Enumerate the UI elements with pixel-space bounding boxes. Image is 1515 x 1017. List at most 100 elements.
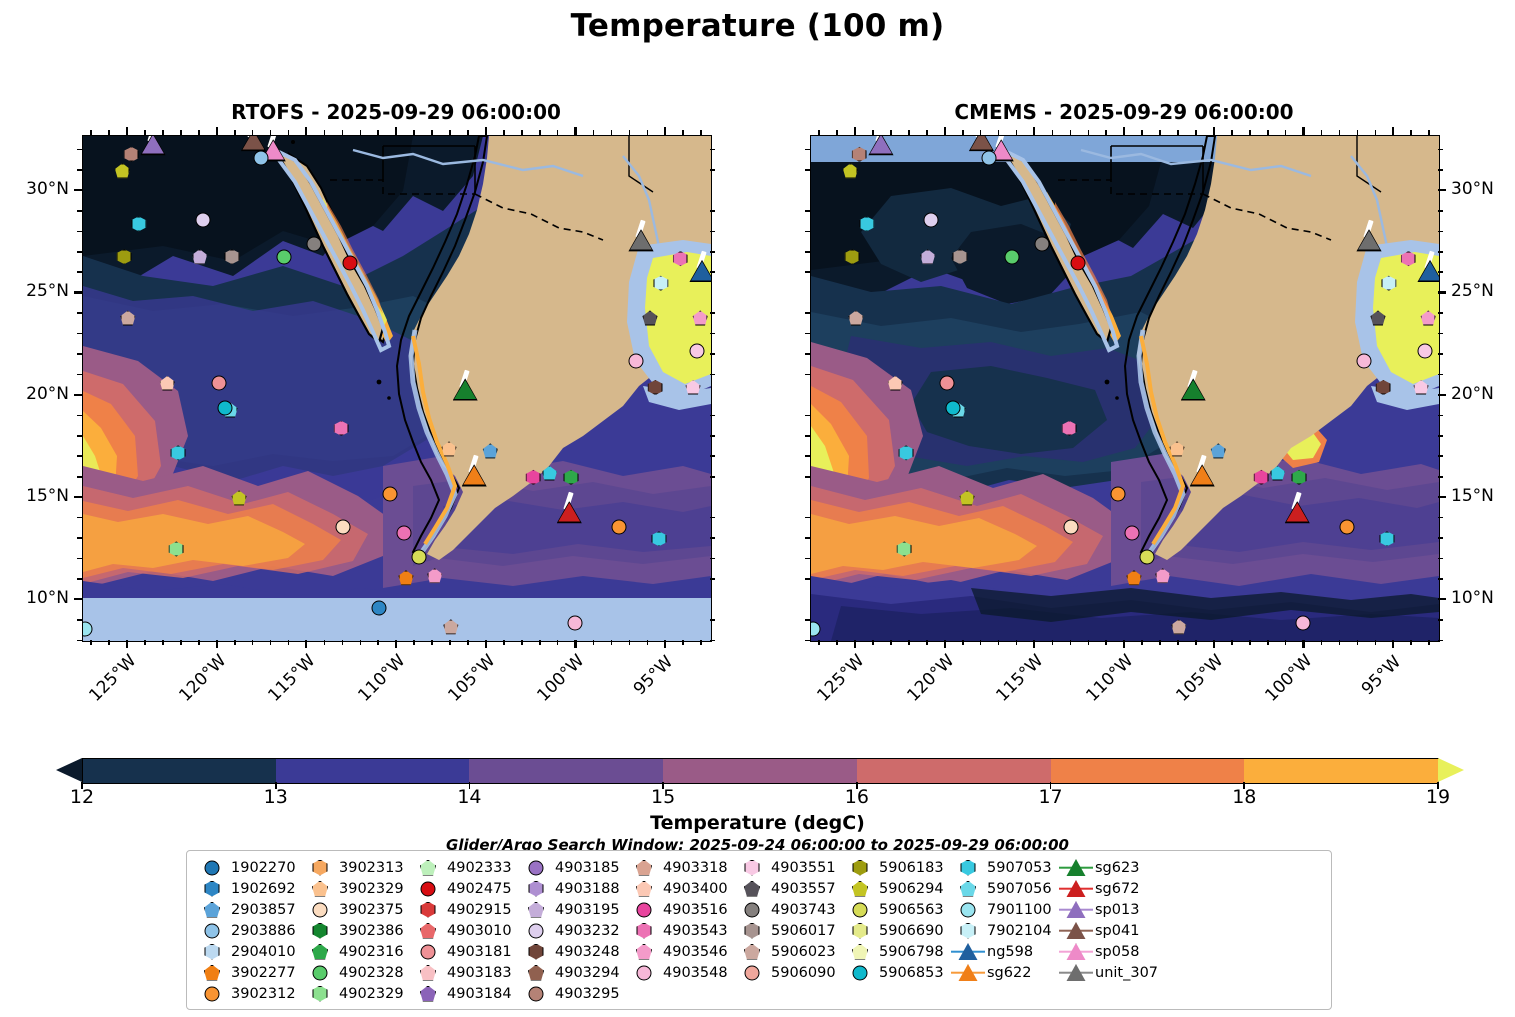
legend-item-5906853[interactable]: 5906853 (843, 962, 951, 983)
map-marker-7901100[interactable] (83, 621, 93, 637)
legend-item-4903543[interactable]: 4903543 (627, 920, 735, 941)
map-marker-4903181[interactable] (211, 375, 227, 391)
map-marker-7902104[interactable] (1381, 275, 1397, 291)
legend-item-4902316[interactable]: 4902316 (303, 941, 411, 962)
legend-item-5906798[interactable]: 5906798 (843, 941, 951, 962)
map-marker-4902475[interactable] (1070, 255, 1086, 271)
legend-item-5906183[interactable]: 5906183 (843, 857, 951, 878)
legend-item-5907053[interactable]: 5907053 (951, 857, 1059, 878)
map-marker-sg622[interactable] (1189, 464, 1215, 487)
legend-item-5906690[interactable]: 5906690 (843, 920, 951, 941)
map-marker-4903543[interactable] (1400, 251, 1416, 267)
map-marker-sg672[interactable] (556, 501, 582, 524)
legend-item-5906023[interactable]: 5906023 (735, 941, 843, 962)
legend-item-3902312[interactable]: 3902312 (195, 983, 303, 1004)
map-marker-5906690[interactable] (896, 541, 912, 557)
legend-item-4903546[interactable]: 4903546 (627, 941, 735, 962)
map-marker-4903546b[interactable] (1155, 568, 1171, 584)
legend-item-4902333[interactable]: 4902333 (411, 857, 519, 878)
map-marker-4902475[interactable] (342, 255, 358, 271)
map-marker-4903195[interactable] (192, 249, 208, 265)
map-marker-5907053b[interactable] (170, 445, 186, 461)
map-marker-7902104[interactable] (653, 275, 669, 291)
legend-item-2903886[interactable]: 2903886 (195, 920, 303, 941)
legend-item-4903188[interactable]: 4903188 (519, 878, 627, 899)
map-marker-sp041[interactable] (968, 136, 995, 152)
map-marker-5906017[interactable] (224, 249, 240, 265)
legend-item-sp058[interactable]: sp058 (1059, 941, 1177, 962)
map-marker-5906023[interactable] (120, 310, 136, 326)
map-marker-unit_307[interactable] (1356, 229, 1382, 252)
map-marker-4902316[interactable] (1291, 469, 1307, 485)
legend-item-sg672[interactable]: sg672 (1059, 878, 1177, 899)
map-marker-4903548b[interactable] (567, 615, 583, 631)
legend-item-2904010[interactable]: 2904010 (195, 941, 303, 962)
legend-item-5907056[interactable]: 5907056 (951, 878, 1059, 899)
map-marker-4903551[interactable] (1413, 379, 1429, 395)
map-marker-sp013[interactable] (140, 136, 166, 156)
legend-item-3902386[interactable]: 3902386 (303, 920, 411, 941)
legend-item-4903184[interactable]: 4903184 (411, 983, 519, 1004)
legend-item-5906294[interactable]: 5906294 (843, 878, 951, 899)
legend-item-sg623[interactable]: sg623 (1059, 857, 1177, 878)
map-marker-5906563[interactable] (411, 549, 427, 565)
map-marker-3902277[interactable] (398, 570, 414, 586)
map-marker-4903232b[interactable] (689, 343, 705, 359)
map-marker-4902328[interactable] (276, 249, 292, 265)
map-marker-4903543b[interactable] (1124, 525, 1140, 541)
map-panel-rtofs[interactable] (82, 135, 712, 642)
legend-item-4902915[interactable]: 4902915 (411, 899, 519, 920)
legend-item-4903548[interactable]: 4903548 (627, 962, 735, 983)
map-marker-4903248[interactable] (1375, 379, 1391, 395)
map-marker-5906023[interactable] (848, 310, 864, 326)
map-marker-4903232b[interactable] (1417, 343, 1433, 359)
map-marker-4903543b[interactable] (396, 525, 412, 541)
map-marker-4903543[interactable] (672, 251, 688, 267)
legend-item-3902375[interactable]: 3902375 (303, 899, 411, 920)
legend-item-4903743[interactable]: 4903743 (735, 899, 843, 920)
legend-item-4903551[interactable]: 4903551 (735, 857, 843, 878)
map-marker-4903248[interactable] (647, 379, 663, 395)
legend-item-3902277[interactable]: 3902277 (195, 962, 303, 983)
map-marker-4903557[interactable] (642, 310, 658, 326)
map-marker-5907053[interactable] (131, 216, 147, 232)
map-marker-5906294b[interactable] (959, 490, 975, 506)
legend-item-4903516[interactable]: 4903516 (627, 899, 735, 920)
map-marker-4903743[interactable] (306, 236, 322, 252)
legend-item-4903181[interactable]: 4903181 (411, 941, 519, 962)
map-marker-4903516b[interactable] (1061, 420, 1077, 436)
legend-item-4903400[interactable]: 4903400 (627, 878, 735, 899)
legend-item-5906017[interactable]: 5906017 (735, 920, 843, 941)
legend-item-7902104[interactable]: 7902104 (951, 920, 1059, 941)
legend-item-4903185[interactable]: 4903185 (519, 857, 627, 878)
map-marker-5906023b[interactable] (1171, 619, 1187, 635)
legend-item-4903010[interactable]: 4903010 (411, 920, 519, 941)
legend-item-sg622[interactable]: sg622 (951, 962, 1059, 983)
legend-item-4903232[interactable]: 4903232 (519, 920, 627, 941)
map-marker-5907053b[interactable] (898, 445, 914, 461)
map-marker-2903886[interactable] (981, 150, 997, 166)
legend-item-ng598[interactable]: ng598 (951, 941, 1059, 962)
legend-item-sp013[interactable]: sp013 (1059, 899, 1177, 920)
map-marker-5906853[interactable] (945, 400, 961, 416)
map-panel-cmems[interactable] (810, 135, 1440, 642)
legend-item-3902313[interactable]: 3902313 (303, 857, 411, 878)
map-marker-5906023b[interactable] (443, 619, 459, 635)
map-marker-5906853[interactable] (217, 400, 233, 416)
map-marker-5906853b[interactable] (371, 600, 387, 616)
legend-item-1902270[interactable]: 1902270 (195, 857, 303, 878)
legend-item-2903857[interactable]: 2903857 (195, 899, 303, 920)
map-marker-3902375[interactable] (1063, 519, 1079, 534)
legend-item-3902329[interactable]: 3902329 (303, 878, 411, 899)
map-marker-5907053d[interactable] (1379, 531, 1395, 547)
map-marker-3902312[interactable] (1110, 486, 1126, 502)
legend-item-4903195[interactable]: 4903195 (519, 899, 627, 920)
map-marker-4903400[interactable] (887, 375, 903, 391)
legend-item-4903318[interactable]: 4903318 (627, 857, 735, 878)
map-marker-3902312b[interactable] (611, 519, 627, 534)
legend-item-5906563[interactable]: 5906563 (843, 899, 951, 920)
colorbar[interactable] (56, 758, 1464, 784)
map-marker-4903546[interactable] (1420, 310, 1436, 326)
map-marker-4903295[interactable] (851, 146, 867, 162)
map-marker-4903181[interactable] (939, 375, 955, 391)
